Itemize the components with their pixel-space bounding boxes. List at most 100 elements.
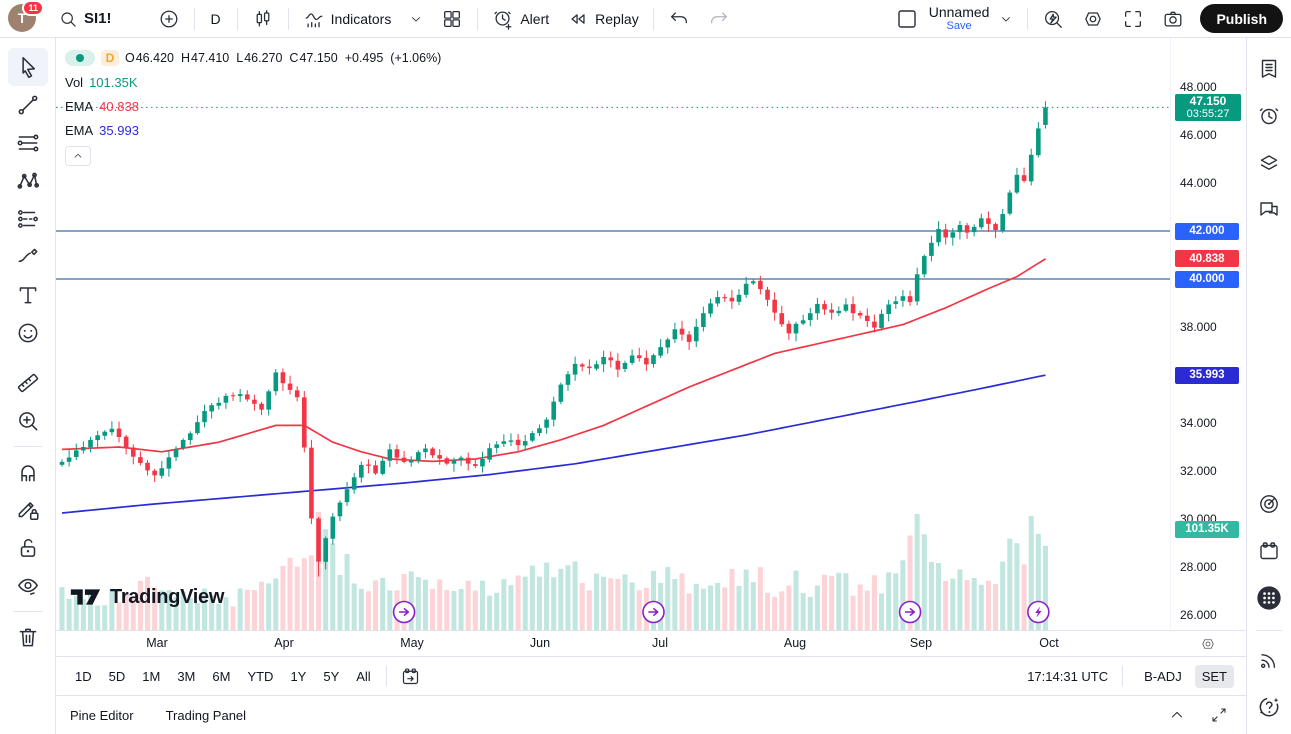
indicators-label: Indicators [330,10,392,27]
time-axis-month-label: Mar [146,636,168,650]
range-button-ytd[interactable]: YTD [240,665,280,688]
divider [1256,630,1282,631]
indicator-templates-button[interactable] [433,4,471,34]
user-menu-button[interactable]: T 11 [8,0,44,34]
contract-rollover-marker[interactable] [898,600,922,624]
save-link[interactable]: Save [946,20,972,33]
range-button-5y[interactable]: 5Y [316,665,346,688]
cursor-tool-button[interactable] [7,48,48,86]
indicators-button[interactable]: Indicators [295,4,400,34]
forecast-tool-button[interactable] [8,200,48,238]
clock-utc[interactable]: 17:14:31 UTC [1027,668,1109,684]
time-axis-month-label: Aug [783,636,807,650]
fib-retracement-tool-button[interactable] [8,124,48,162]
brush-tool-button[interactable] [8,238,48,276]
chevron-up-icon [72,150,84,162]
price-tick: 46.000 [1180,128,1217,142]
calendar-button[interactable] [1252,534,1286,568]
price-axis[interactable]: 48.000 46.000 44.000 38.000 34.000 32.000 30.0… [1170,38,1246,630]
chat-bubbles-icon [1257,198,1281,222]
chats-button[interactable] [1252,193,1286,227]
lock-all-drawings-button[interactable] [8,529,48,567]
maximize-panel-button[interactable] [1206,700,1232,730]
help-button[interactable] [1252,690,1286,724]
publish-button[interactable]: Publish [1200,4,1283,33]
high-value: 47.410 [191,51,230,65]
help-sparkle-icon [1256,694,1282,720]
layout-name-block[interactable]: Unnamed Save [929,4,990,33]
trading-panel-button[interactable]: Trading Panel [165,707,247,723]
smiley-icon [15,320,41,346]
divider [236,7,238,30]
interval-badge: D [101,50,119,66]
drawing-lock-tool-button[interactable] [8,491,48,529]
zoom-in-tool-button[interactable] [8,402,48,440]
go-to-date-button[interactable] [395,661,426,691]
broadcast-button[interactable] [1252,643,1286,677]
redo-button[interactable] [700,4,738,34]
watchlist-button[interactable] [1252,52,1286,86]
trend-line-tool-button[interactable] [8,86,48,124]
symbol-legend-row[interactable]: D O 46.420 H 47.410 L 46.270 C 47.150 +0.495… [65,46,441,70]
brush-icon [15,244,41,270]
range-button-6m[interactable]: 6M [205,665,237,688]
fullscreen-button[interactable] [1114,4,1152,34]
range-button-1m[interactable]: 1M [135,665,167,688]
chart-settings-button[interactable] [1074,4,1112,34]
text-tool-button[interactable] [8,276,48,314]
volume-legend-row[interactable]: Vol 101.35K [65,70,441,94]
price-tick: 34.000 [1180,416,1217,430]
range-button-1d[interactable]: 1D [68,665,99,688]
live-lightning-marker[interactable] [1027,600,1050,624]
range-button-3m[interactable]: 3M [170,665,202,688]
measure-tool-button[interactable] [8,364,48,402]
hide-all-drawings-button[interactable] [8,567,48,605]
compare-add-symbol-button[interactable] [150,4,188,34]
layout-chevron-button[interactable] [991,4,1021,34]
adjustment-toggle[interactable]: B-ADJ [1137,665,1189,688]
axis-settings-corner[interactable] [1170,631,1246,656]
undo-button[interactable] [660,4,698,34]
chart-pane: D O 46.420 H 47.410 L 46.270 C 47.150 +0.495… [56,38,1246,630]
apps-grid-icon [1255,584,1283,612]
remove-all-drawings-button[interactable] [8,618,48,656]
quick-search-button[interactable] [1034,4,1072,34]
range-button-1y[interactable]: 1Y [283,665,313,688]
symbol-search-button[interactable]: SI1! [50,4,120,34]
layout-select-button[interactable] [887,4,927,34]
interval-button[interactable]: D [201,4,231,34]
create-alert-button[interactable]: Alert [484,4,557,34]
time-axis-month-label: Sep [909,636,933,650]
snapshot-button[interactable] [1154,4,1192,34]
time-axis[interactable]: Mar Apr May Jun Jul Aug Sep Oct [56,630,1246,656]
object-tree-button[interactable] [1252,146,1286,180]
candlestick-chart[interactable] [56,38,1170,630]
replay-button[interactable]: Replay [559,4,647,34]
emoji-tool-button[interactable] [8,314,48,352]
indicators-icon [303,8,325,30]
radar-target-icon [1257,492,1281,516]
contract-rollover-marker[interactable] [392,600,416,624]
time-axis-labels: Mar Apr May Jun Jul Aug Sep Oct [56,631,1170,656]
xabcd-pattern-tool-button[interactable] [8,162,48,200]
screener-button[interactable] [1252,487,1286,521]
indicators-templates-chevron[interactable] [401,4,431,34]
session-toggle[interactable]: SET [1194,664,1234,688]
forecast-icon [15,206,41,232]
ema-fast-legend-row[interactable]: EMA 40.838 [65,94,441,118]
layout-square-icon [895,7,919,31]
legend-collapse-button[interactable] [65,146,91,166]
pine-editor-button[interactable]: Pine Editor [70,707,134,723]
alerts-button[interactable] [1252,99,1286,133]
pencil-lock-icon [15,497,41,523]
divider [13,446,42,447]
contract-rollover-marker[interactable] [642,600,665,624]
ema-slow-legend-row[interactable]: EMA 35.993 [65,118,441,142]
chart-canvas[interactable]: D O 46.420 H 47.410 L 46.270 C 47.150 +0.495… [56,38,1170,630]
magnet-tool-button[interactable] [8,453,48,491]
open-panel-chevron-button[interactable] [1164,700,1190,730]
range-button-5d[interactable]: 5D [102,665,133,688]
apps-menu-button[interactable] [1252,581,1286,615]
chart-style-button[interactable] [244,4,282,34]
range-button-all[interactable]: All [349,665,377,688]
